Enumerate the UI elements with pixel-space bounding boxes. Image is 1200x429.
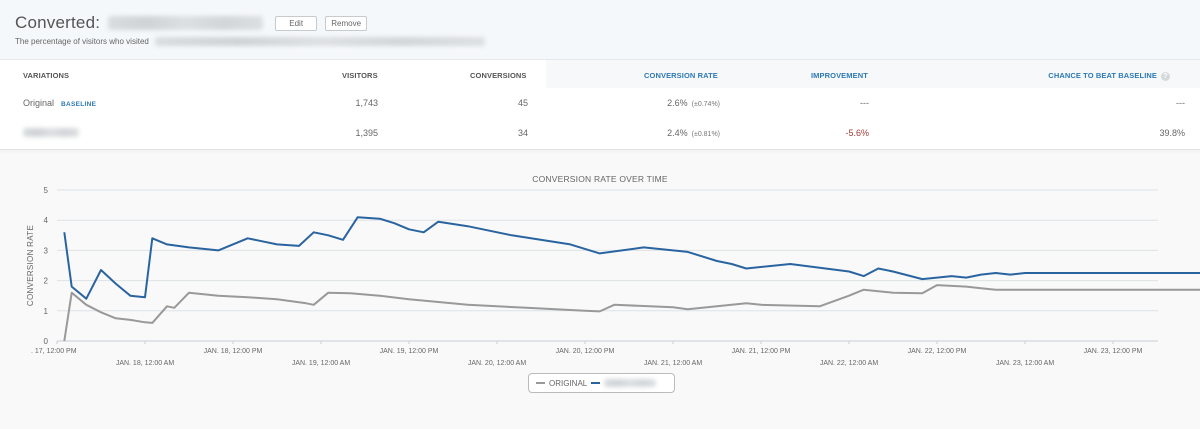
edit-button[interactable]: Edit (275, 15, 318, 31)
legend-item-original[interactable]: ORIGINAL (549, 378, 588, 388)
svg-text:5: 5 (44, 186, 49, 195)
redacted-variation-name (23, 128, 79, 137)
rate: 2.4% (667, 128, 688, 138)
svg-text:JAN. 19, 12:00 AM: JAN. 19, 12:00 AM (292, 360, 351, 367)
conversions-value: 45 (517, 98, 528, 108)
variation-name-redacted[interactable] (23, 128, 79, 139)
svg-text:JAN. 19, 12:00 PM: JAN. 19, 12:00 PM (380, 348, 439, 355)
conversion-rate-value: 2.4% (±0.81%) (667, 128, 720, 138)
column-header-improvement[interactable]: IMPROVEMENT (811, 71, 868, 80)
chance-value: --- (1176, 98, 1185, 108)
results-table: VARIATIONS VISITORS CONVERSIONS CONVERSI… (0, 60, 1200, 150)
column-header-variations[interactable]: VARIATIONS (23, 71, 70, 80)
metric-header: Converted: Edit Remove The percentage of… (0, 0, 1200, 60)
svg-text:3: 3 (44, 246, 49, 255)
svg-text:JAN. 21, 12:00 AM: JAN. 21, 12:00 AM (644, 360, 703, 367)
redacted-goal-name (108, 16, 264, 30)
svg-text:. 17, 12:00 PM: . 17, 12:00 PM (31, 348, 77, 355)
svg-text:JAN. 18, 12:00 PM: JAN. 18, 12:00 PM (204, 348, 263, 355)
svg-text:0: 0 (44, 337, 49, 346)
column-header-conversion-rate[interactable]: CONVERSION RATE (644, 71, 718, 80)
variation-label: Original (23, 98, 55, 108)
svg-text:JAN. 20, 12:00 PM: JAN. 20, 12:00 PM (556, 348, 615, 355)
column-header-chance-to-beat-baseline[interactable]: CHANCE TO BEAT BASELINE? (1048, 71, 1170, 81)
svg-text:JAN. 22, 12:00 PM: JAN. 22, 12:00 PM (908, 348, 967, 355)
svg-text:JAN. 18, 12:00 AM: JAN. 18, 12:00 AM (116, 360, 175, 367)
conversions-value: 34 (517, 128, 528, 138)
conversion-rate-chart: CONVERSION RATE OVER TIME 0 1 2 3 4 5 CONVERSI… (0, 152, 1200, 429)
chance-header-label: CHANCE TO BEAT BASELINE (1048, 71, 1157, 80)
rate-ci: (±0.81%) (691, 131, 720, 138)
improvement-value: -5.6% (845, 128, 869, 138)
chart-plot: 0 1 2 3 4 5 CONVERSION RATE . 17, 12:00 PM JAN. … (26, 186, 1200, 367)
svg-text:JAN. 20, 12:00 AM: JAN. 20, 12:00 AM (468, 360, 527, 367)
improvement-value: --- (860, 98, 869, 108)
visitors-value: 1,395 (355, 128, 378, 138)
svg-text:JAN. 21, 12:00 PM: JAN. 21, 12:00 PM (732, 348, 791, 355)
page-title: Converted: (15, 13, 101, 32)
highlight-column-header (546, 60, 1200, 88)
question-circle-icon[interactable]: ? (1161, 71, 1170, 81)
svg-text:CONVERSION RATE: CONVERSION RATE (26, 225, 35, 306)
rate: 2.6% (667, 98, 688, 108)
svg-text:4: 4 (44, 216, 49, 225)
baseline-badge: BASELINE (61, 101, 97, 108)
variation-name-original[interactable]: Original BASELINE (23, 98, 96, 108)
svg-text:JAN. 23, 12:00 PM: JAN. 23, 12:00 PM (1084, 348, 1143, 355)
svg-text:1: 1 (44, 307, 49, 316)
svg-text:2: 2 (44, 277, 49, 286)
svg-text:JAN. 22, 12:00 AM: JAN. 22, 12:00 AM (820, 360, 879, 367)
description-text: The percentage of visitors who visited (15, 37, 149, 46)
chance-value: 39.8% (1159, 128, 1185, 138)
svg-text:JAN. 23, 12:00 AM: JAN. 23, 12:00 AM (996, 360, 1055, 367)
metric-description: The percentage of visitors who visited (15, 37, 485, 46)
chart-legend: ORIGINAL (528, 373, 675, 393)
column-header-visitors[interactable]: VISITORS (342, 71, 378, 80)
remove-button[interactable]: Remove (325, 15, 368, 31)
legend-item-variation[interactable] (604, 379, 657, 387)
rate-ci: (±0.74%) (691, 101, 720, 108)
legend-original-swatch (536, 382, 545, 384)
column-header-conversions[interactable]: CONVERSIONS (470, 71, 527, 80)
chart-title: CONVERSION RATE OVER TIME (532, 174, 668, 184)
title-row: Converted: Edit Remove (15, 13, 368, 33)
redacted-url (154, 37, 485, 46)
visitors-value: 1,743 (355, 98, 378, 108)
conversion-rate-value: 2.6% (±0.74%) (667, 98, 720, 108)
legend-variation-swatch (591, 382, 601, 384)
